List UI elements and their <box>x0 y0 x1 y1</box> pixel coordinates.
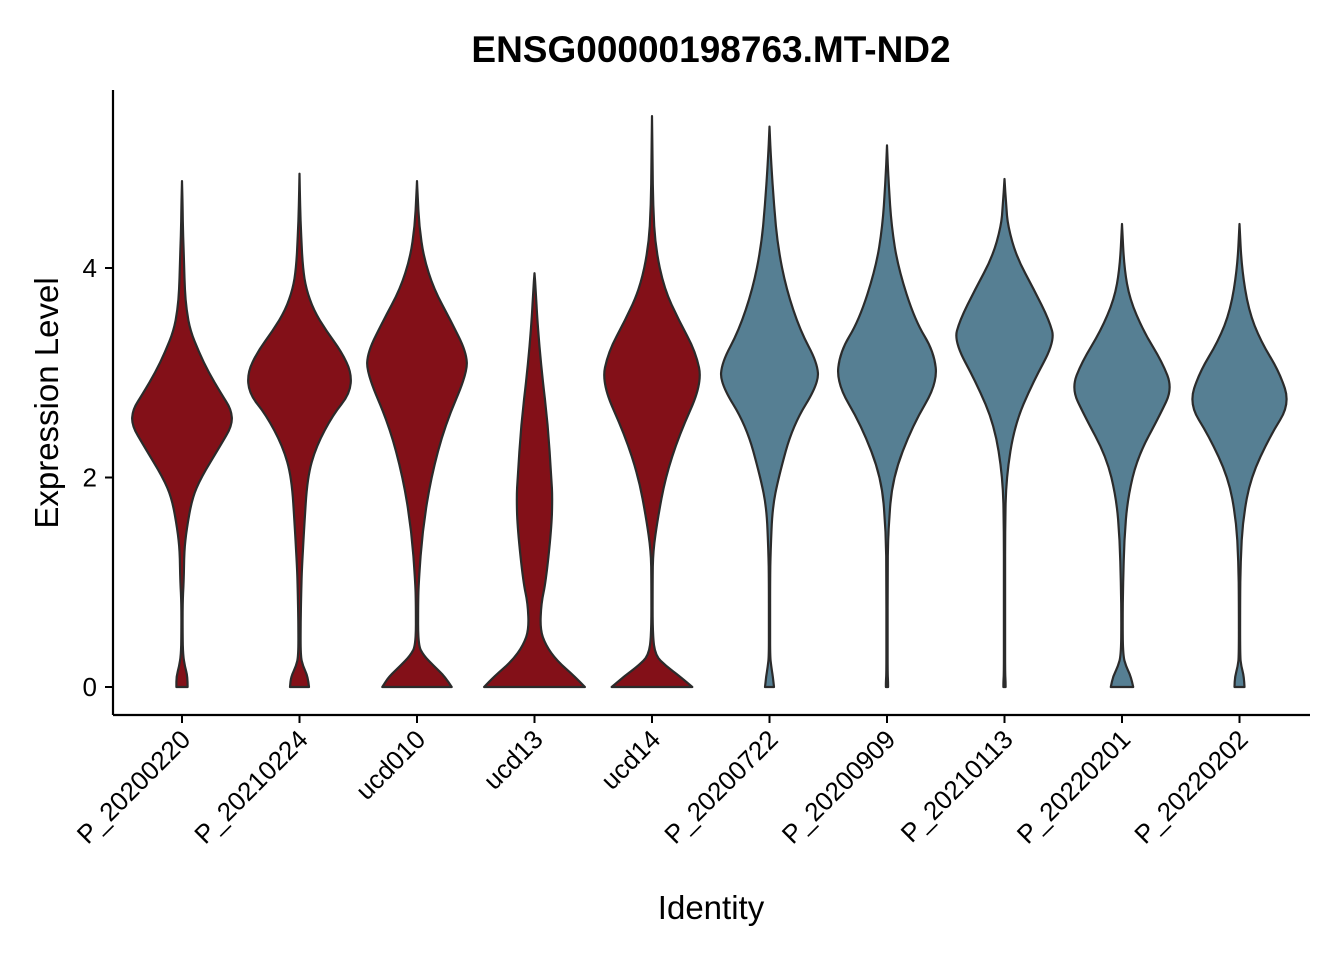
violin-P_20200909 <box>836 144 938 689</box>
x-tick-label: P_20220201 <box>1011 724 1137 850</box>
y-tick-label: 0 <box>83 672 97 702</box>
violin-series <box>131 115 1288 689</box>
x-tick-label: P_20200909 <box>776 724 902 850</box>
violin-ucd14 <box>603 115 701 689</box>
x-tick-label: P_20210224 <box>188 724 314 850</box>
y-axis-title: Expression Level <box>28 277 65 528</box>
violin-P_20220201 <box>1073 222 1171 689</box>
x-tick-label: P_20200722 <box>658 724 784 850</box>
x-tick-label: P_20220202 <box>1128 724 1254 850</box>
violin-P_20210113 <box>955 177 1054 689</box>
violin-P_20210224 <box>247 172 352 689</box>
violin-ucd010 <box>366 180 468 689</box>
x-tick-label: ucd010 <box>350 724 432 806</box>
y-axis-ticks: 0 2 4 <box>83 253 113 702</box>
x-axis-title: Identity <box>658 889 765 926</box>
violin-P_20200220 <box>131 180 233 689</box>
y-tick-label: 2 <box>83 463 97 493</box>
x-tick-label: ucd13 <box>477 724 548 795</box>
chart-title: ENSG00000198763.MT-ND2 <box>471 29 950 70</box>
violin-ucd13 <box>483 272 586 689</box>
x-tick-label: P_20200220 <box>71 724 197 850</box>
x-tick-label: ucd14 <box>595 724 666 795</box>
y-tick-label: 4 <box>83 253 97 283</box>
violin-P_20200722 <box>719 125 820 689</box>
violin-P_20220202 <box>1191 222 1288 689</box>
x-tick-label: P_20210113 <box>895 724 1019 848</box>
